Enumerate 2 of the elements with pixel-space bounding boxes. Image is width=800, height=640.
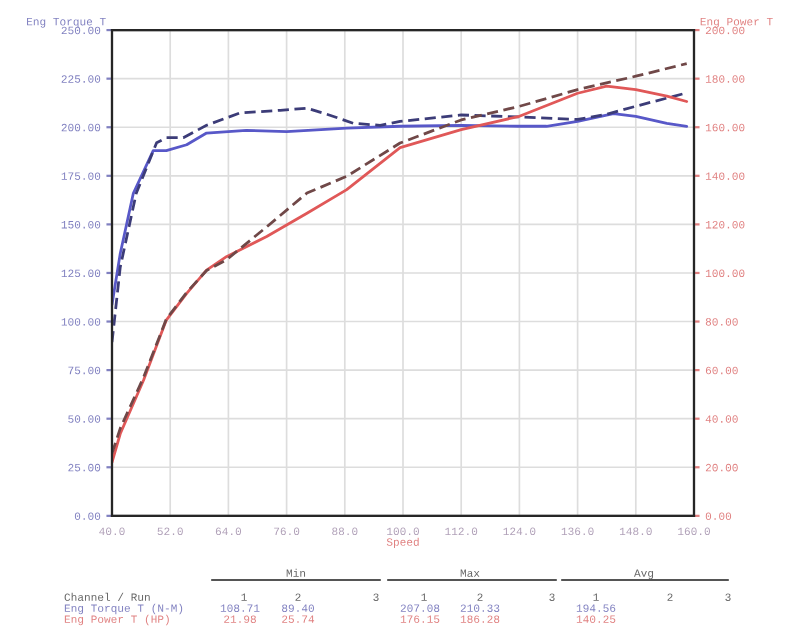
line-series (112, 112, 689, 307)
line-series (112, 91, 689, 344)
